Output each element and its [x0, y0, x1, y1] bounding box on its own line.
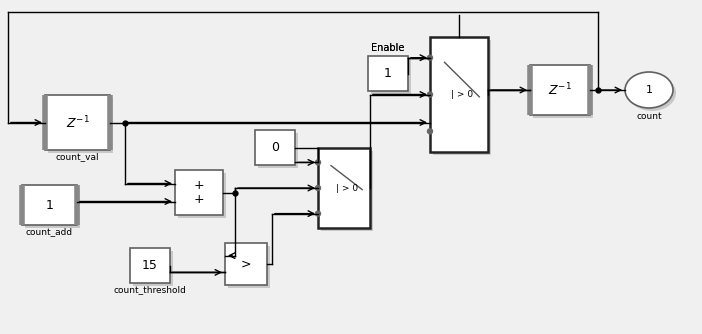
Text: 1: 1	[384, 67, 392, 80]
Text: | > 0: | > 0	[451, 90, 473, 99]
Bar	[48, 98, 113, 153]
Text: +: +	[194, 193, 204, 206]
Circle shape	[428, 92, 432, 97]
Text: count_threshold: count_threshold	[114, 285, 187, 294]
Text: 0: 0	[271, 141, 279, 154]
Bar	[22, 185, 77, 225]
Bar	[130, 248, 170, 283]
Text: Enable: Enable	[371, 43, 404, 53]
Circle shape	[428, 129, 432, 134]
Text: | > 0: | > 0	[336, 183, 357, 192]
Text: Enable: Enable	[371, 43, 404, 53]
Bar	[178, 173, 226, 218]
Bar	[318, 148, 370, 228]
Bar	[225, 243, 267, 285]
Circle shape	[315, 160, 321, 165]
Text: 1: 1	[646, 85, 652, 95]
Bar	[530, 65, 590, 115]
Bar	[430, 37, 488, 152]
Text: >: >	[241, 258, 251, 271]
Text: count_val: count_val	[55, 152, 99, 161]
Bar	[45, 95, 110, 150]
Text: +: +	[194, 179, 204, 192]
Circle shape	[315, 185, 321, 190]
Bar	[133, 251, 173, 286]
Text: count: count	[636, 112, 662, 121]
Bar	[321, 151, 373, 231]
Bar	[368, 56, 408, 91]
Ellipse shape	[628, 75, 676, 111]
Circle shape	[315, 211, 321, 216]
Ellipse shape	[625, 72, 673, 108]
Bar	[255, 130, 295, 165]
Bar	[258, 133, 298, 168]
Text: count_add: count_add	[26, 227, 73, 236]
Circle shape	[428, 55, 432, 60]
Text: 1: 1	[46, 198, 53, 211]
Text: $Z^{-1}$: $Z^{-1}$	[548, 82, 572, 98]
Text: 15: 15	[142, 259, 158, 272]
Bar	[175, 170, 223, 215]
Bar	[25, 188, 80, 228]
Bar	[228, 246, 270, 288]
Text: $Z^{-1}$: $Z^{-1}$	[65, 114, 89, 131]
Bar	[371, 59, 411, 94]
Bar	[433, 40, 491, 155]
Bar	[533, 68, 593, 118]
